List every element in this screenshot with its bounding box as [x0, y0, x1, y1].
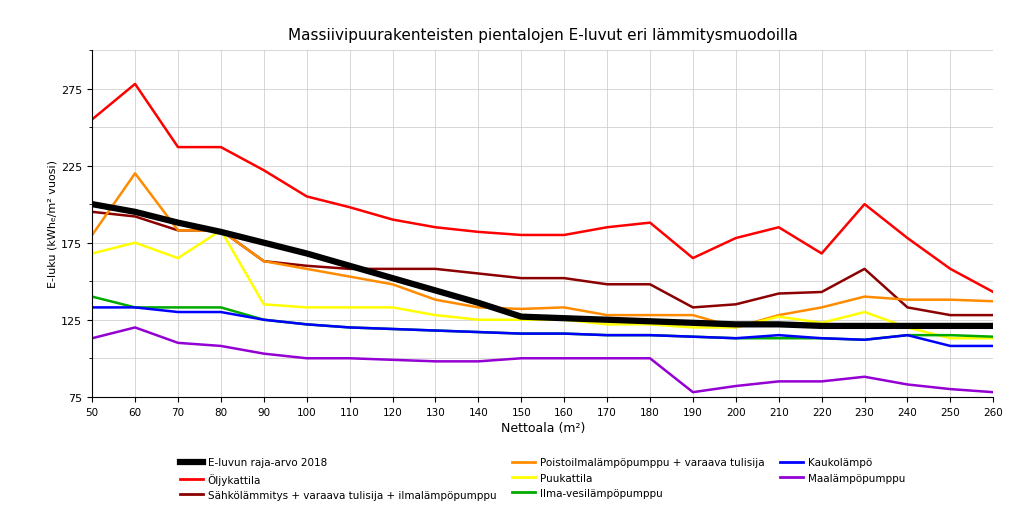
Title: Massiivipuurakenteisten pientalojen E-luvut eri lämmitysmuodoilla: Massiivipuurakenteisten pientalojen E-lu… [288, 28, 798, 43]
Y-axis label: E-luku (kWhₑ/m² vuosi): E-luku (kWhₑ/m² vuosi) [47, 160, 57, 288]
X-axis label: Nettoala (m²): Nettoala (m²) [501, 421, 585, 434]
Legend: E-luvun raja-arvo 2018, Öljykattila, Sähkölämmitys + varaava tulisija + ilmalämp: E-luvun raja-arvo 2018, Öljykattila, Säh… [179, 458, 906, 500]
